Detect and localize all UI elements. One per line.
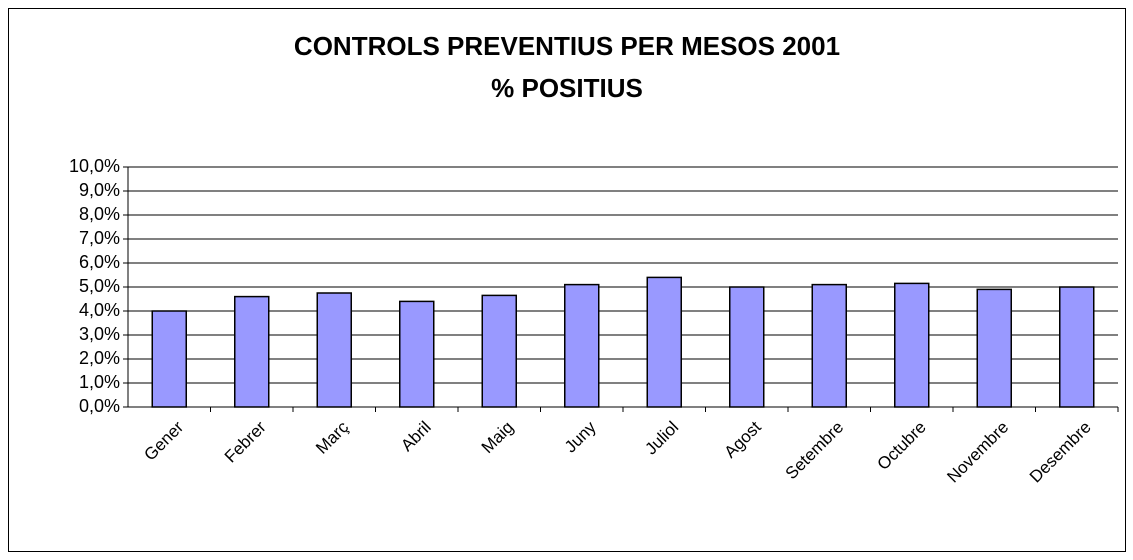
bar (976, 288, 1012, 408)
bar (1059, 286, 1095, 408)
bar (234, 295, 270, 408)
bar (399, 300, 435, 408)
y-tick-label: 0,0% (79, 396, 120, 416)
bar (894, 282, 930, 408)
y-tick-label: 4,0% (79, 300, 120, 320)
y-tick-label: 9,0% (79, 180, 120, 200)
bar (646, 276, 682, 408)
chart-title: CONTROLS PREVENTIUS PER MESOS 2001 (294, 31, 840, 61)
bar (729, 286, 765, 408)
bar (564, 283, 600, 408)
bar (481, 294, 517, 408)
y-tick-label: 6,0% (79, 252, 120, 272)
y-tick-label: 2,0% (79, 348, 120, 368)
bar (316, 292, 352, 408)
bar (151, 310, 187, 408)
chart-subtitle: % POSITIUS (491, 73, 643, 103)
y-tick-label: 1,0% (79, 372, 120, 392)
y-tick-label: 8,0% (79, 204, 120, 224)
y-tick-label: 5,0% (79, 276, 120, 296)
bar (811, 283, 847, 408)
y-tick-label: 3,0% (79, 324, 120, 344)
y-tick-label: 7,0% (79, 228, 120, 248)
y-tick-label: 10,0% (69, 156, 120, 176)
chart-border (8, 8, 1126, 552)
